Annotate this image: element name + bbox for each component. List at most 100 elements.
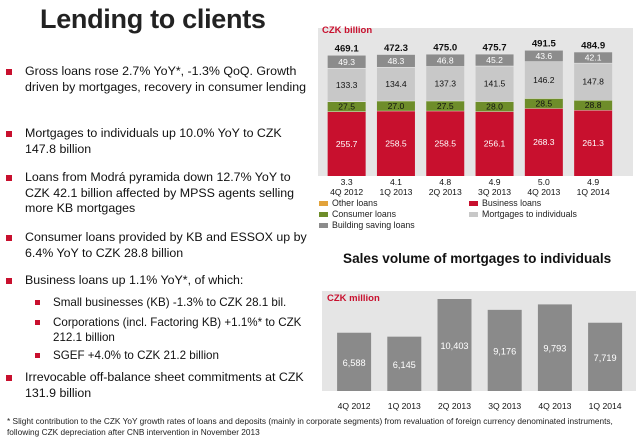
business-value-label: 258.5 bbox=[434, 138, 456, 148]
mortgages-value-label: 133.3 bbox=[336, 80, 358, 90]
legend-mortgages: Mortgages to individuals bbox=[469, 209, 577, 219]
legend-swatch bbox=[469, 212, 478, 218]
sales-bar bbox=[537, 304, 572, 391]
building-value-label: 43.6 bbox=[535, 51, 552, 61]
loans-bar-mortgages bbox=[524, 61, 563, 99]
bullet-marker bbox=[6, 278, 12, 284]
footnote: * Slight contribution to the CZK YoY gro… bbox=[7, 416, 613, 437]
loans-bar-consumer bbox=[524, 98, 563, 109]
loans-category-label: 4Q 2013 bbox=[527, 187, 560, 197]
mortgages-value-label: 141.5 bbox=[484, 79, 506, 89]
sales-plot-area bbox=[322, 291, 636, 391]
legend-swatch bbox=[319, 223, 328, 229]
sales-chart-title: Sales volume of mortgages to individuals bbox=[343, 251, 612, 266]
business-value-label: 258.5 bbox=[385, 138, 407, 148]
consumer-value-label: 27.0 bbox=[388, 101, 405, 111]
bullet-mortgages: Mortgages to individuals up 10.0% YoY to… bbox=[6, 126, 315, 157]
legend-business-loans: Business loans bbox=[469, 198, 541, 208]
loans-bar-consumer bbox=[426, 100, 465, 111]
consumer-value-label: 27.5 bbox=[338, 102, 355, 112]
bullet-gross-loans: Gross loans rose 2.7% YoY*, -1.3% QoQ. G… bbox=[6, 64, 315, 95]
loans-bar-building bbox=[327, 55, 366, 68]
loans-bar-business bbox=[327, 111, 366, 176]
loans-bar-business bbox=[475, 111, 514, 176]
loans-category-label: 1Q 2013 bbox=[379, 187, 412, 197]
business-value-label: 261.3 bbox=[582, 138, 604, 148]
loans-category-label: 1Q 2014 bbox=[577, 187, 610, 197]
sales-bar bbox=[387, 336, 422, 391]
bullet-marker bbox=[35, 300, 40, 305]
building-value-label: 48.3 bbox=[388, 56, 405, 66]
building-value-label: 46.8 bbox=[437, 55, 454, 65]
loans-bar-consumer bbox=[327, 101, 366, 112]
business-value-label: 268.3 bbox=[533, 137, 555, 147]
loans-bar-building bbox=[524, 50, 563, 62]
other-loans-value-label: 4.9 bbox=[489, 177, 501, 187]
loans-bar-mortgages bbox=[426, 66, 465, 101]
bullet-consumer-loans: Consumer loans provided by KB and ESSOX … bbox=[6, 230, 315, 261]
consumer-value-label: 27.5 bbox=[437, 101, 454, 111]
legend-other-loans: Other loans bbox=[319, 198, 377, 208]
loans-bar-business bbox=[426, 110, 465, 176]
loans-bar-mortgages bbox=[475, 65, 514, 102]
bullet-marker bbox=[6, 69, 12, 75]
loans-bar-building bbox=[574, 52, 613, 63]
consumer-value-label: 28.5 bbox=[535, 98, 552, 108]
bullet-marker bbox=[35, 353, 40, 358]
loans-bar-business bbox=[574, 110, 613, 176]
building-value-label: 45.2 bbox=[486, 55, 503, 65]
sales-bar bbox=[437, 299, 472, 391]
sales-category-label: 4Q 2012 bbox=[338, 401, 371, 411]
sales-value-label: 6,145 bbox=[393, 360, 416, 370]
loans-total-label: 469.1 bbox=[335, 44, 360, 55]
bullet-off-balance: Irrevocable off-balance sheet commitment… bbox=[6, 370, 315, 401]
legend-building-saving: Building saving loans bbox=[319, 220, 415, 230]
loans-bar-mortgages bbox=[327, 67, 366, 102]
loans-bar-consumer bbox=[475, 101, 514, 112]
loans-category-label: 3Q 2013 bbox=[478, 187, 511, 197]
business-value-label: 255.7 bbox=[336, 139, 358, 149]
sales-category-label: 1Q 2014 bbox=[589, 401, 622, 411]
legend-swatch bbox=[319, 212, 328, 218]
building-value-label: 42.1 bbox=[585, 53, 602, 63]
loans-category-label: 4Q 2012 bbox=[330, 187, 363, 197]
bullet-marker bbox=[6, 235, 12, 241]
loans-bar-mortgages bbox=[574, 62, 613, 101]
other-loans-value-label: 3.3 bbox=[341, 177, 353, 187]
bullet-marker bbox=[6, 131, 12, 137]
mortgages-value-label: 134.4 bbox=[385, 79, 407, 89]
loans-bar-building bbox=[475, 54, 514, 66]
legend-swatch bbox=[469, 201, 478, 207]
mortgages-value-label: 146.2 bbox=[533, 75, 555, 85]
bullet-modra-pyramida: Loans from Modrá pyramida down 12.7% YoY… bbox=[6, 170, 315, 217]
loans-bar-mortgages bbox=[376, 66, 415, 101]
other-loans-value-label: 4.1 bbox=[390, 177, 402, 187]
sales-value-label: 10,403 bbox=[440, 341, 468, 351]
loans-bar-consumer bbox=[574, 100, 613, 111]
sub-bullet-sgef: SGEF +4.0% to CZK 21.2 billion bbox=[35, 349, 308, 364]
sales-category-label: 4Q 2013 bbox=[538, 401, 571, 411]
sales-value-label: 9,793 bbox=[543, 344, 566, 354]
other-loans-value-label: 4.9 bbox=[587, 177, 599, 187]
sales-value-label: 9,176 bbox=[493, 346, 516, 356]
bullet-marker bbox=[6, 175, 12, 181]
consumer-value-label: 28.8 bbox=[585, 100, 602, 110]
bullet-marker bbox=[35, 320, 40, 325]
legend-swatch bbox=[319, 201, 328, 207]
other-loans-value-label: 5.0 bbox=[538, 177, 550, 187]
loans-bar-building bbox=[376, 54, 415, 67]
sub-bullet-corporations: Corporations (incl. Factoring KB) +1.1%*… bbox=[35, 316, 308, 345]
sales-bar bbox=[588, 322, 623, 391]
loans-bar-consumer bbox=[376, 100, 415, 111]
loans-bar-business bbox=[524, 108, 563, 176]
sales-bar bbox=[337, 332, 372, 391]
sales-category-label: 3Q 2013 bbox=[488, 401, 521, 411]
mortgages-value-label: 147.8 bbox=[582, 77, 604, 87]
sales-category-label: 1Q 2013 bbox=[388, 401, 421, 411]
loans-total-label: 475.7 bbox=[483, 42, 507, 53]
consumer-value-label: 28.0 bbox=[486, 101, 503, 111]
sales-bar bbox=[487, 309, 522, 391]
loans-total-label: 484.9 bbox=[581, 40, 605, 51]
bullet-marker bbox=[6, 375, 12, 381]
